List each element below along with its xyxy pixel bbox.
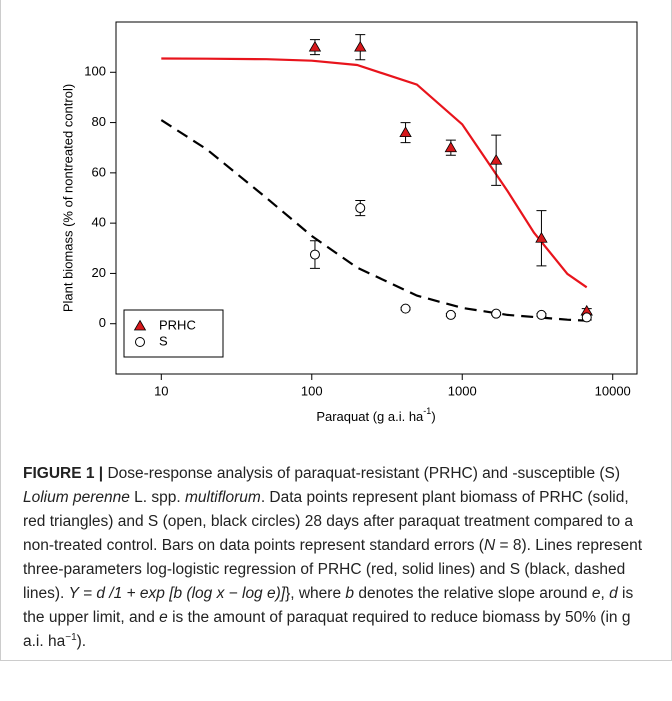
caption-plain: ). — [76, 633, 87, 650]
caption-plain: , — [600, 585, 610, 602]
caption-plain: L. spp. — [129, 489, 186, 506]
x-tick-label: 1000 — [448, 383, 477, 398]
caption-plain: = 8). Lines represent three-parameters l… — [23, 537, 643, 602]
plot-frame — [115, 21, 638, 375]
point-triangle — [535, 231, 548, 243]
x-label-end: ) — [431, 409, 435, 424]
point-circle — [355, 203, 366, 214]
caption-sup: −1 — [65, 631, 77, 643]
point-circle — [135, 337, 145, 347]
caption-italic: N — [483, 537, 496, 554]
chart: Plant biomass (% of nontreated control) … — [60, 21, 638, 424]
y-tick-label: 60 — [92, 164, 106, 179]
fit-curve — [161, 57, 588, 289]
caption-italic: Y = d /1 + exp [b (log x − log e)] — [68, 585, 286, 602]
y-tick-label: 40 — [92, 215, 106, 230]
point-circle — [581, 312, 592, 323]
point-circle — [491, 308, 502, 319]
x-label-sup: -1 — [423, 406, 431, 416]
point-triangle — [399, 126, 412, 138]
x-axis-label: Paraquat (g a.i. ha-1) — [316, 406, 435, 424]
y-tick-label: 100 — [84, 64, 106, 79]
point-circle — [400, 303, 411, 314]
x-label-text: Paraquat (g a.i. ha — [316, 409, 424, 424]
caption-bold: FIGURE 1 | — [23, 465, 104, 482]
point-triangle — [133, 319, 147, 331]
caption-plain: is the amount of paraquat required to re… — [23, 609, 631, 650]
caption-plain: Dose-response analysis of paraquat-resis… — [103, 465, 621, 482]
legend-label: PRHC — [159, 317, 196, 332]
caption-italic: d — [609, 585, 618, 602]
caption-italic: Lolium perenne — [23, 489, 130, 506]
figure: Plant biomass (% of nontreated control) … — [0, 0, 672, 661]
point-circle — [309, 249, 320, 260]
point-triangle — [354, 40, 367, 52]
fit-curve — [160, 119, 587, 322]
caption-plain: is the upper limit, and — [23, 585, 634, 626]
point-circle — [445, 309, 456, 320]
point-triangle — [489, 153, 503, 165]
caption-plain: denotes the relative slope around — [354, 585, 592, 602]
point-triangle — [444, 141, 458, 153]
y-tick-label: 0 — [99, 315, 106, 330]
y-tick-label: 20 — [92, 265, 106, 280]
caption-italic: multiflorum — [185, 489, 261, 506]
x-tick-label: 10 — [154, 383, 168, 398]
caption: FIGURE 1 | Dose-response analysis of par… — [23, 462, 653, 654]
caption-italic: e — [159, 609, 168, 626]
x-tick-label: 10000 — [595, 383, 631, 398]
caption-plain: }, where — [285, 585, 346, 602]
point-triangle — [308, 40, 322, 52]
caption-plain: . Data points represent plant biomass of… — [23, 489, 633, 554]
y-tick-label: 80 — [92, 114, 106, 129]
legend-box — [123, 309, 224, 358]
legend-label: S — [159, 333, 168, 348]
point-circle — [536, 309, 547, 320]
x-tick-label: 100 — [301, 383, 323, 398]
caption-italic: e — [591, 585, 601, 602]
caption-italic: b — [345, 585, 355, 602]
y-axis-label: Plant biomass (% of nontreated control) — [60, 84, 75, 312]
